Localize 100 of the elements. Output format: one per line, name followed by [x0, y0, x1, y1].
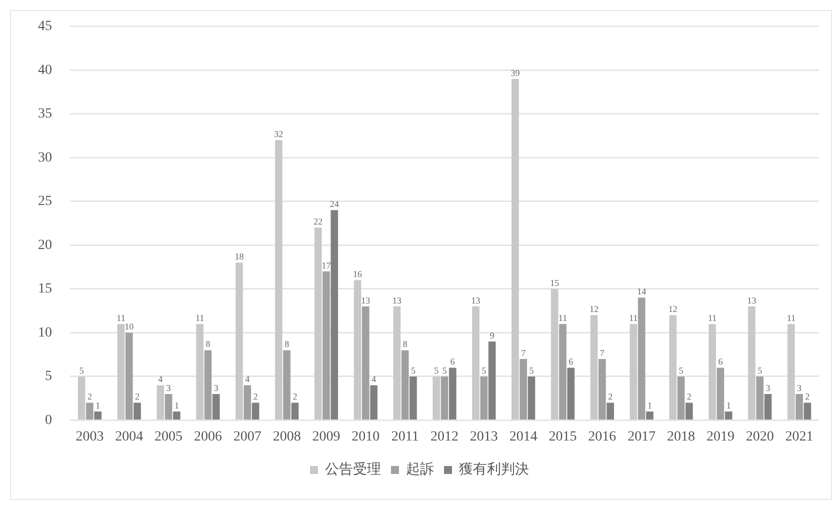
bar	[117, 324, 125, 420]
data-label: 4	[245, 374, 250, 384]
bar	[488, 341, 496, 420]
data-label: 2	[253, 392, 258, 402]
bar	[630, 324, 638, 420]
bar	[432, 376, 440, 420]
data-label: 8	[402, 339, 408, 350]
bar	[590, 315, 598, 420]
data-label: 16	[353, 269, 363, 280]
data-label: 13	[471, 295, 481, 306]
data-label: 18	[234, 252, 244, 262]
data-label: 5	[434, 365, 440, 376]
bar	[528, 376, 536, 420]
y-tick-label: 5	[45, 369, 52, 384]
bar	[275, 140, 282, 420]
data-label: 8	[284, 339, 290, 350]
data-label: 3	[766, 382, 771, 393]
y-tick-label: 40	[38, 62, 52, 78]
x-tick-label: 2007	[233, 429, 262, 444]
data-label: 2	[686, 392, 692, 402]
bar	[480, 376, 488, 420]
x-tick-label: 2008	[272, 429, 301, 444]
bar	[86, 402, 94, 420]
bar	[764, 394, 772, 420]
data-label: 24	[330, 199, 340, 210]
bar	[94, 411, 102, 420]
data-label: 2	[292, 392, 298, 402]
data-label: 3	[214, 382, 219, 393]
bar	[252, 402, 260, 420]
bar	[212, 394, 220, 420]
data-label: 15	[550, 278, 560, 288]
x-tick-label: 2006	[194, 429, 222, 444]
bar	[322, 271, 330, 420]
data-label: 32	[274, 129, 284, 140]
bar	[354, 280, 362, 420]
bar	[134, 402, 141, 420]
bar	[669, 315, 677, 420]
data-label: 11	[629, 312, 638, 323]
bar	[204, 350, 212, 420]
bar	[559, 324, 566, 420]
data-label: 2	[135, 392, 140, 402]
data-label: 1	[726, 400, 731, 410]
y-tick-label: 35	[38, 106, 52, 122]
bar	[362, 306, 370, 420]
bar	[196, 324, 204, 420]
data-label: 12	[668, 304, 678, 314]
bar	[512, 78, 519, 420]
bar	[393, 306, 401, 420]
bar	[78, 376, 86, 420]
x-tick-label: 2013	[470, 429, 498, 444]
data-label: 11	[708, 312, 717, 323]
bar	[638, 298, 646, 420]
x-tick-label: 2017	[628, 429, 656, 444]
data-label: 1	[174, 400, 179, 410]
bar	[164, 394, 172, 420]
bar	[125, 332, 133, 420]
data-label: 9	[490, 330, 495, 340]
x-tick-label: 2011	[391, 429, 419, 444]
data-label: 39	[510, 68, 520, 78]
bar	[550, 288, 558, 420]
data-label: 22	[314, 216, 323, 227]
bar	[244, 385, 252, 420]
x-tick-label: 2004	[115, 429, 144, 444]
bar	[748, 306, 756, 420]
bar	[472, 306, 480, 420]
data-label: 1	[96, 400, 100, 410]
x-tick-label: 2019	[706, 429, 734, 444]
data-label: 2	[87, 392, 92, 402]
bar	[291, 402, 299, 420]
x-tick-label: 2003	[76, 429, 104, 444]
bar	[796, 394, 803, 420]
y-tick-label: 0	[45, 412, 52, 428]
legend-label: 獲有利判決	[459, 462, 529, 478]
data-label: 11	[195, 312, 204, 323]
x-tick-label: 2009	[312, 429, 340, 444]
data-label: 8	[206, 339, 211, 350]
data-label: 5	[442, 365, 448, 376]
data-label: 11	[116, 312, 126, 323]
bar	[724, 411, 732, 420]
data-label: 2	[608, 392, 613, 402]
bar	[236, 262, 243, 420]
data-label: 11	[786, 312, 796, 323]
bar	[401, 350, 409, 420]
data-label: 4	[372, 374, 377, 384]
bar	[440, 376, 448, 420]
data-label: 1	[648, 400, 652, 410]
bar	[787, 324, 795, 420]
bar	[677, 376, 685, 420]
y-tick-label: 25	[38, 194, 52, 210]
y-tick-label: 10	[38, 325, 52, 340]
data-label: 13	[361, 295, 371, 306]
data-label: 7	[521, 348, 526, 358]
bar	[686, 402, 693, 420]
data-label: 5	[482, 365, 487, 376]
x-tick-label: 2014	[509, 429, 538, 444]
data-label: 11	[558, 312, 568, 323]
data-label: 10	[124, 322, 134, 332]
bar	[708, 324, 716, 420]
data-label: 5	[758, 365, 763, 376]
data-label: 6	[568, 356, 574, 367]
